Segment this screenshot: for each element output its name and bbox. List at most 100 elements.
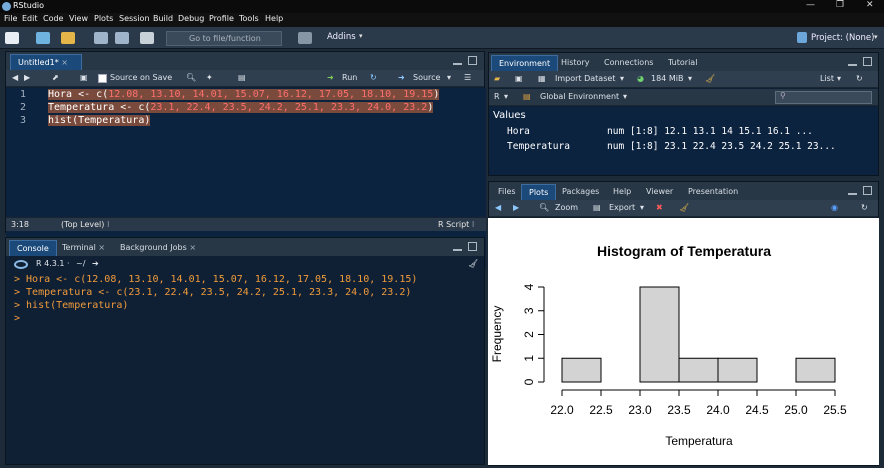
open-file-icon[interactable] xyxy=(61,32,75,44)
list-caret-icon[interactable]: ▾ xyxy=(837,74,842,83)
new-file-icon[interactable] xyxy=(5,32,19,44)
run-button[interactable]: Run xyxy=(342,73,358,82)
tab-help[interactable]: Help xyxy=(606,184,638,200)
close-tab-icon[interactable]: × xyxy=(186,243,197,252)
export-caret-icon[interactable]: ▾ xyxy=(640,203,645,212)
code-tools-wand-icon[interactable]: ✦ xyxy=(206,73,213,82)
language-caret-icon[interactable]: ▾ xyxy=(504,92,509,101)
grid-layout-icon[interactable] xyxy=(298,32,312,44)
tab-packages[interactable]: Packages xyxy=(555,184,606,200)
minimize-pane-icon[interactable] xyxy=(453,56,462,65)
tab-untitled1[interactable]: Untitled1* × xyxy=(10,54,82,70)
memory-caret-icon[interactable]: ▾ xyxy=(688,74,693,83)
maximize-pane-icon[interactable] xyxy=(468,242,477,251)
menu-file[interactable]: File xyxy=(4,14,18,23)
code-line-3[interactable]: hist(Temperatura) xyxy=(48,115,151,126)
view-mode-list[interactable]: List xyxy=(820,74,834,83)
forward-arrow-icon[interactable]: ▶ xyxy=(24,73,31,82)
console-prompt[interactable]: > xyxy=(14,313,27,324)
next-plot-icon[interactable]: ▶ xyxy=(513,203,520,212)
maximize-pane-icon[interactable] xyxy=(863,57,872,66)
save-all-icon[interactable] xyxy=(115,32,129,44)
publish-icon[interactable]: ◉ xyxy=(831,203,838,212)
scope-indicator[interactable]: (Top Level) ⁝ xyxy=(61,220,110,229)
source-icon[interactable]: ➜ xyxy=(398,73,405,82)
menu-code[interactable]: Code xyxy=(43,14,64,23)
clear-console-icon[interactable]: 🧹︎ xyxy=(468,259,479,268)
var-name[interactable]: Hora xyxy=(507,126,530,137)
tab-files[interactable]: Files xyxy=(491,184,523,200)
tab-environment[interactable]: Environment xyxy=(491,55,559,71)
maximize-pane-icon[interactable] xyxy=(468,56,477,65)
goto-file-input[interactable]: Go to file/function xyxy=(166,31,282,46)
language-menu[interactable]: R xyxy=(494,92,500,101)
global-env-menu[interactable]: Global Environment xyxy=(540,92,620,101)
import-caret-icon[interactable]: ▾ xyxy=(620,74,625,83)
close-button[interactable]: ✕ xyxy=(866,0,874,10)
prev-plot-icon[interactable]: ◀ xyxy=(495,203,502,212)
minimize-button[interactable]: — xyxy=(806,0,815,10)
export-icon[interactable]: ▤ xyxy=(593,203,601,212)
export-menu[interactable]: Export xyxy=(609,203,636,212)
code-line-2[interactable]: Temperatura <- c(23.1, 22.4, 23.5, 24.2,… xyxy=(48,102,434,113)
menu-help[interactable]: Help xyxy=(265,14,284,23)
remove-plot-icon[interactable]: ✖ xyxy=(656,203,663,212)
find-icon[interactable]: 🔍︎ xyxy=(186,73,197,82)
console-output[interactable]: > Hora <- c(12.08, 13.10, 14.01, 15.07, … xyxy=(6,273,484,463)
tab-connections[interactable]: Connections xyxy=(597,55,660,71)
env-search-input[interactable] xyxy=(775,91,872,104)
menu-tools[interactable]: Tools xyxy=(239,14,259,23)
rerun-icon[interactable]: ↻ xyxy=(370,73,377,82)
show-in-window-icon[interactable]: ⬈ xyxy=(52,73,59,82)
new-project-icon[interactable] xyxy=(36,32,50,44)
minimize-pane-icon[interactable] xyxy=(453,242,462,251)
global-env-caret-icon[interactable]: ▾ xyxy=(623,92,628,101)
file-type-menu[interactable]: R Script ⁝ xyxy=(438,220,475,229)
maximize-pane-icon[interactable] xyxy=(863,186,872,195)
source-on-save-checkbox[interactable] xyxy=(98,74,107,83)
tab-terminal[interactable]: Terminal × xyxy=(55,240,112,256)
clear-plots-broom-icon[interactable]: 🧹︎ xyxy=(679,203,690,212)
minimize-pane-icon[interactable] xyxy=(848,186,857,195)
save-workspace-icon[interactable]: ▣ xyxy=(515,74,523,83)
working-dir[interactable]: ~/ xyxy=(76,259,86,268)
back-arrow-icon[interactable]: ◀ xyxy=(12,73,19,82)
menu-edit[interactable]: Edit xyxy=(22,14,38,23)
tab-presentation[interactable]: Presentation xyxy=(681,184,745,200)
addins-menu[interactable]: Addins xyxy=(327,32,356,42)
maximize-button[interactable]: ❐ xyxy=(836,0,845,10)
menu-debug[interactable]: Debug xyxy=(178,14,205,23)
menu-build[interactable]: Build xyxy=(153,14,174,23)
minimize-pane-icon[interactable] xyxy=(848,57,857,66)
zoom-icon[interactable]: 🔍︎ xyxy=(539,203,550,212)
source-button[interactable]: Source xyxy=(413,73,441,82)
clear-env-broom-icon[interactable]: 🧹︎ xyxy=(705,74,716,83)
tab-background-jobs[interactable]: Background Jobs × xyxy=(113,240,203,256)
close-tab-icon[interactable]: × xyxy=(61,58,68,67)
tab-console[interactable]: Console xyxy=(9,240,57,256)
import-dataset-menu[interactable]: Import Dataset xyxy=(555,74,616,83)
menu-profile[interactable]: Profile xyxy=(209,14,234,23)
compile-report-icon[interactable]: ▤ xyxy=(238,73,246,82)
code-line-1[interactable]: Hora <- c(12.08, 13.10, 14.01, 15.07, 16… xyxy=(48,89,440,100)
project-menu[interactable]: Project: (None) xyxy=(811,33,875,43)
refresh-plot-icon[interactable]: ↻ xyxy=(861,203,868,212)
print-icon[interactable] xyxy=(140,32,154,44)
close-tab-icon[interactable]: × xyxy=(95,243,106,252)
var-name[interactable]: Temperatura xyxy=(507,141,570,152)
tab-tutorial[interactable]: Tutorial xyxy=(661,55,704,71)
run-arrow-icon[interactable]: ➜ xyxy=(327,73,334,82)
refresh-env-icon[interactable]: ↻ xyxy=(856,74,863,83)
menu-plots[interactable]: Plots xyxy=(94,14,114,23)
tab-viewer[interactable]: Viewer xyxy=(639,184,680,200)
load-workspace-icon[interactable]: ▰ xyxy=(494,74,501,83)
outline-icon[interactable]: ☰ xyxy=(464,73,472,82)
menu-session[interactable]: Session xyxy=(119,14,150,23)
menu-view[interactable]: View xyxy=(69,14,88,23)
import-dataset-icon[interactable]: ▦ xyxy=(538,74,546,83)
source-caret-icon[interactable]: ▾ xyxy=(447,73,452,82)
zoom-button[interactable]: Zoom xyxy=(555,203,579,212)
save-doc-icon[interactable]: ▣ xyxy=(80,73,88,82)
tab-plots[interactable]: Plots xyxy=(521,184,557,200)
go-to-dir-icon[interactable]: ➔ xyxy=(92,259,99,268)
